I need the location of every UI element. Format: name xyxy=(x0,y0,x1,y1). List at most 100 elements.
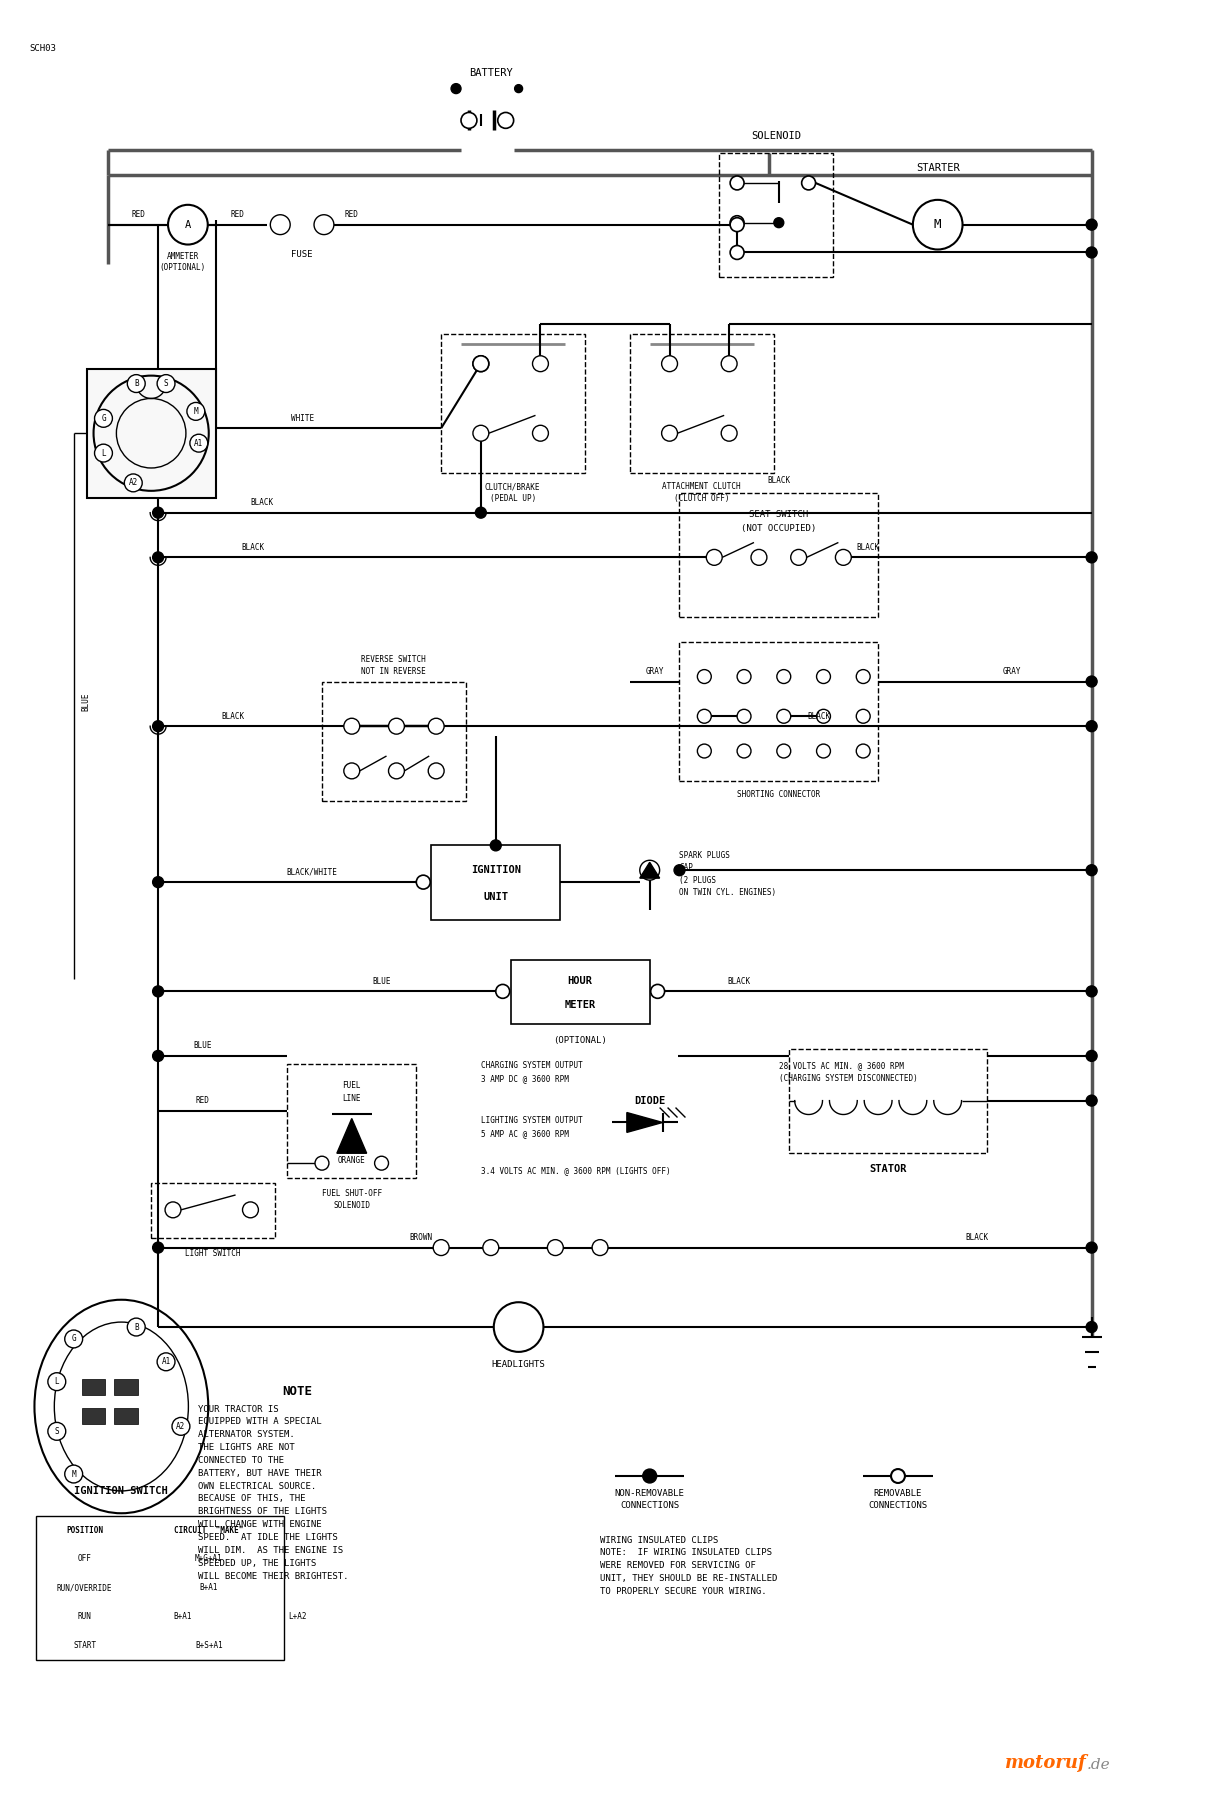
Text: BLACK: BLACK xyxy=(856,544,879,553)
Circle shape xyxy=(428,718,444,734)
Text: GAP: GAP xyxy=(679,862,694,871)
Bar xyxy=(114,1408,138,1424)
Circle shape xyxy=(483,1240,499,1256)
Circle shape xyxy=(172,1417,190,1435)
Text: REMOVABLE: REMOVABLE xyxy=(873,1489,922,1498)
Text: (NOT OCCUPIED): (NOT OCCUPIED) xyxy=(741,524,816,533)
Circle shape xyxy=(661,425,678,441)
Circle shape xyxy=(892,1469,905,1483)
Circle shape xyxy=(774,218,784,227)
Text: B+S+A1: B+S+A1 xyxy=(195,1642,223,1651)
Bar xyxy=(511,959,650,1024)
Text: UNIT: UNIT xyxy=(483,893,508,902)
Text: (CHARGING SYSTEM DISCONNECTED): (CHARGING SYSTEM DISCONNECTED) xyxy=(779,1075,917,1084)
Circle shape xyxy=(315,1156,329,1170)
Circle shape xyxy=(187,403,205,421)
Text: ATTACHMENT CLUTCH: ATTACHMENT CLUTCH xyxy=(662,482,741,491)
Circle shape xyxy=(158,374,175,392)
Circle shape xyxy=(375,1156,388,1170)
Text: A2: A2 xyxy=(129,479,138,488)
Text: WIRING INSULATED CLIPS
NOTE:  IF WIRING INSULATED CLIPS
WERE REMOVED FOR SERVICI: WIRING INSULATED CLIPS NOTE: IF WIRING I… xyxy=(600,1535,778,1597)
Polygon shape xyxy=(639,862,660,878)
Text: CLUTCH/BRAKE: CLUTCH/BRAKE xyxy=(485,482,541,491)
Text: IGNITION: IGNITION xyxy=(471,866,520,875)
Text: ON TWIN CYL. ENGINES): ON TWIN CYL. ENGINES) xyxy=(679,887,776,896)
Text: STATOR: STATOR xyxy=(870,1165,907,1174)
Text: WHITE: WHITE xyxy=(291,414,314,423)
Text: SEAT SWITCH: SEAT SWITCH xyxy=(750,509,808,518)
Circle shape xyxy=(913,200,963,250)
Circle shape xyxy=(490,841,501,851)
Text: A2: A2 xyxy=(176,1422,186,1431)
Text: B: B xyxy=(133,380,138,389)
Text: BLACK: BLACK xyxy=(221,711,244,720)
Circle shape xyxy=(416,875,431,889)
Text: RED: RED xyxy=(131,211,146,220)
Circle shape xyxy=(461,112,477,128)
Text: AMMETER: AMMETER xyxy=(166,252,199,261)
Text: YOUR TRACTOR IS
EQUIPPED WITH A SPECIAL
ALTERNATOR SYSTEM.
THE LIGHTS ARE NOT
CO: YOUR TRACTOR IS EQUIPPED WITH A SPECIAL … xyxy=(198,1404,348,1580)
Text: 5 AMP AC @ 3600 RPM: 5 AMP AC @ 3600 RPM xyxy=(480,1129,569,1138)
Text: L: L xyxy=(101,448,106,457)
Circle shape xyxy=(314,214,334,234)
Text: (PEDAL UP): (PEDAL UP) xyxy=(490,495,536,504)
Text: M: M xyxy=(72,1469,76,1478)
Text: POSITION: POSITION xyxy=(67,1526,103,1535)
Circle shape xyxy=(153,553,164,563)
Circle shape xyxy=(475,508,486,518)
Bar xyxy=(81,1379,106,1395)
Circle shape xyxy=(1086,247,1097,257)
Circle shape xyxy=(153,720,164,731)
Text: GRAY: GRAY xyxy=(645,668,664,677)
Text: SOLENOID: SOLENOID xyxy=(751,131,801,140)
Circle shape xyxy=(514,85,523,92)
Bar xyxy=(81,1408,106,1424)
Circle shape xyxy=(270,214,290,234)
Text: L: L xyxy=(55,1377,59,1386)
Text: RUN: RUN xyxy=(78,1613,91,1622)
Text: BLUE: BLUE xyxy=(194,1042,212,1051)
Circle shape xyxy=(64,1465,82,1483)
Bar xyxy=(679,493,878,617)
Circle shape xyxy=(722,356,738,371)
Circle shape xyxy=(1086,220,1097,230)
Text: RUN/OVERRIDE: RUN/OVERRIDE xyxy=(57,1584,113,1593)
Text: BLACK: BLACK xyxy=(241,544,264,553)
Text: REVERSE SWITCH: REVERSE SWITCH xyxy=(361,655,426,664)
Text: CIRCUIT  "MAKE": CIRCUIT "MAKE" xyxy=(173,1526,244,1535)
Circle shape xyxy=(1086,1321,1097,1332)
Bar xyxy=(442,335,585,473)
Text: BLACK: BLACK xyxy=(966,1233,989,1242)
Bar xyxy=(36,1516,284,1660)
Text: DIODE: DIODE xyxy=(634,1096,665,1105)
Bar xyxy=(719,153,833,277)
Circle shape xyxy=(1086,864,1097,875)
Circle shape xyxy=(816,670,831,684)
Bar xyxy=(788,1049,987,1154)
Text: BATTERY: BATTERY xyxy=(469,68,513,77)
Circle shape xyxy=(93,376,209,491)
Circle shape xyxy=(1086,677,1097,688)
Circle shape xyxy=(95,445,113,463)
Text: BLUE: BLUE xyxy=(81,693,91,711)
Circle shape xyxy=(674,864,685,875)
Text: BLUE: BLUE xyxy=(372,977,391,986)
Circle shape xyxy=(816,709,831,724)
Text: SOLENOID: SOLENOID xyxy=(334,1201,370,1210)
Bar xyxy=(86,369,216,499)
Text: LINE: LINE xyxy=(342,1094,361,1103)
Text: OFF: OFF xyxy=(78,1555,91,1564)
Circle shape xyxy=(127,1318,146,1336)
Bar xyxy=(321,682,466,801)
Circle shape xyxy=(95,409,113,427)
Circle shape xyxy=(1086,1051,1097,1062)
Circle shape xyxy=(802,176,815,191)
Circle shape xyxy=(738,743,751,758)
Text: NOTE: NOTE xyxy=(283,1384,312,1399)
Circle shape xyxy=(494,1301,543,1352)
Text: 3.4 VOLTS AC MIN. @ 3600 RPM (LIGHTS OFF): 3.4 VOLTS AC MIN. @ 3600 RPM (LIGHTS OFF… xyxy=(480,1166,671,1175)
Circle shape xyxy=(451,83,461,94)
Circle shape xyxy=(388,718,404,734)
Circle shape xyxy=(650,985,665,999)
Text: BLACK: BLACK xyxy=(728,977,751,986)
